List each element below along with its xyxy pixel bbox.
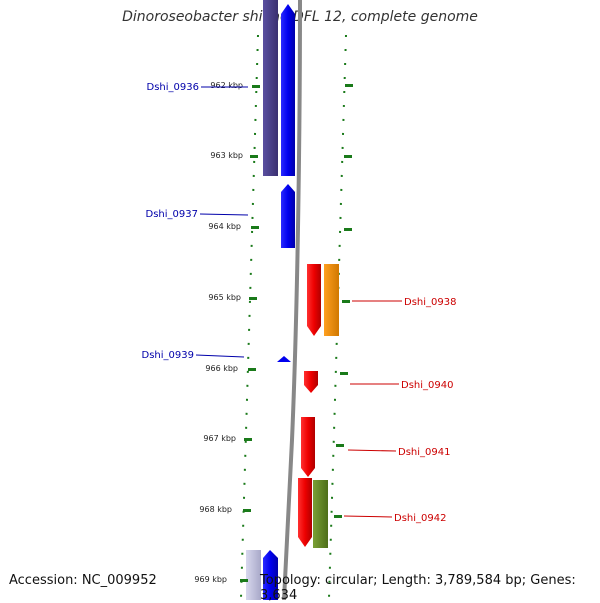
gene-label[interactable]: Dshi_0940 [401, 380, 453, 391]
genome-backbone [282, 0, 302, 600]
tick-mark [240, 579, 248, 582]
leader-line [343, 515, 393, 518]
leader-line [195, 354, 245, 358]
tick-mark [344, 155, 352, 158]
scale-label: 962 kbp [210, 81, 243, 90]
scale-label: 963 kbp [210, 151, 243, 160]
scale-label: 968 kbp [199, 505, 232, 514]
gene-label[interactable]: Dshi_0938 [404, 297, 456, 308]
gene-label[interactable]: Dshi_0937 [146, 209, 198, 220]
genome-summary: Topology: circular; Length: 3,789,584 bp… [260, 573, 576, 603]
scale-label: 964 kbp [208, 222, 241, 231]
tick-mark [345, 84, 353, 87]
gene-dshi-0937[interactable] [281, 184, 295, 248]
orange-feature [324, 264, 339, 336]
gene-label[interactable]: Dshi_0942 [394, 513, 446, 524]
tick-mark [336, 444, 344, 447]
gene-dshi-0936[interactable] [281, 4, 295, 176]
gene-label[interactable]: Dshi_0936 [147, 82, 199, 93]
tick-mark [250, 155, 258, 158]
scale-ticks [240, 84, 353, 582]
accession-label: Accession: NC_009952 [9, 573, 157, 588]
tick-mark [251, 226, 259, 229]
gene-dshi-0942[interactable] [298, 478, 312, 547]
tick-mark [243, 509, 251, 512]
tick-mark [334, 515, 342, 518]
scale-label: 969 kbp [194, 575, 227, 584]
gene-label[interactable]: Dshi_0939 [142, 350, 194, 361]
tick-mark [344, 228, 352, 231]
gene-dshi-0941[interactable] [301, 417, 315, 477]
leader-line [347, 449, 397, 452]
tick-mark [248, 368, 256, 371]
tick-mark [340, 372, 348, 375]
tick-mark [244, 438, 252, 441]
gene-label[interactable]: Dshi_0941 [398, 447, 450, 458]
olive-feature [313, 480, 328, 548]
gene-plus-bottom[interactable] [263, 550, 278, 600]
tick-mark [252, 85, 260, 88]
tick-mark [342, 300, 350, 303]
lavender-feature [246, 550, 261, 600]
purple-feature [263, 0, 278, 176]
inner-dotted-track [240, 34, 259, 599]
scale-label: 966 kbp [205, 364, 238, 373]
tick-mark [249, 297, 257, 300]
scale-label: 967 kbp [203, 434, 236, 443]
gene-dshi-0940[interactable] [304, 371, 318, 393]
leader-line [199, 213, 249, 216]
gene-dshi-0938[interactable] [307, 264, 321, 336]
scale-label: 965 kbp [208, 293, 241, 302]
gene-dshi-0939[interactable] [277, 356, 291, 362]
